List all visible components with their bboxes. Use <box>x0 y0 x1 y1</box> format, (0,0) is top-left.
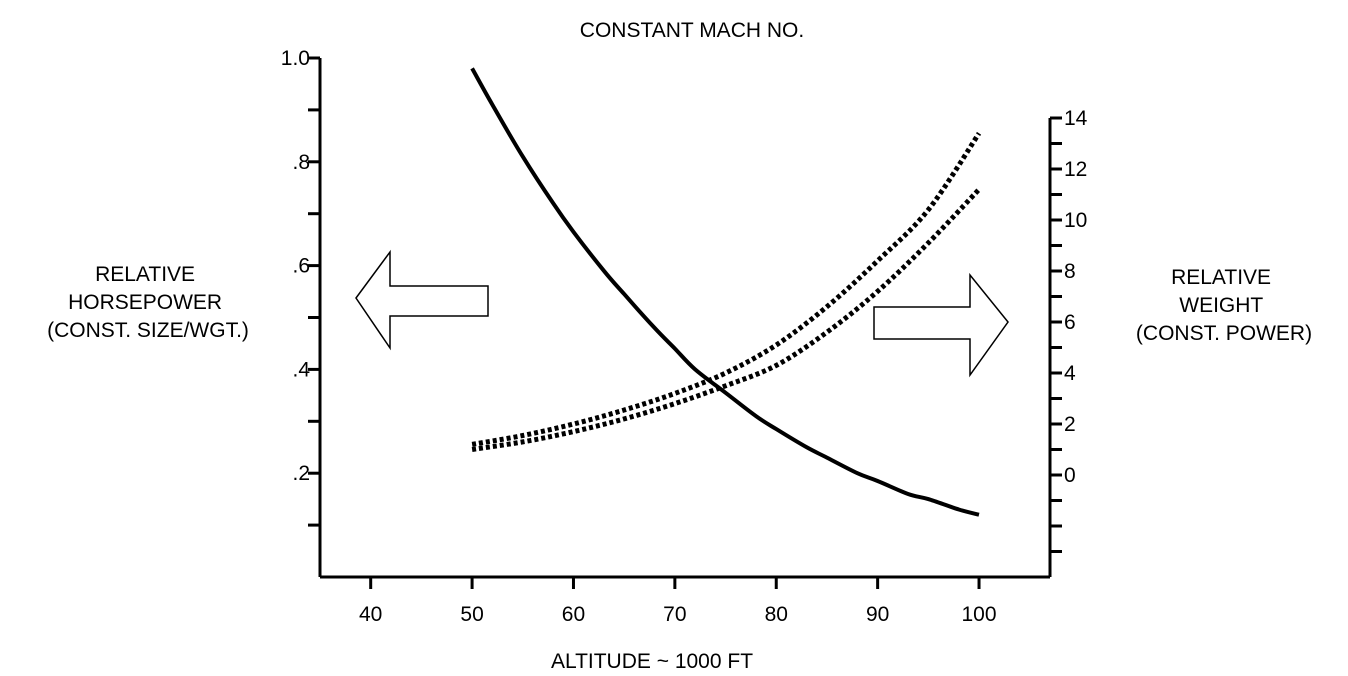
y-right-tick-label: 14 <box>1064 107 1088 130</box>
y-left-tick-label: .2 <box>292 462 310 485</box>
y-right-tick-label: 10 <box>1064 209 1087 232</box>
y-right-tick-label: 4 <box>1064 362 1076 385</box>
y-right-tick-label: 6 <box>1064 311 1076 334</box>
chart-title: CONSTANT MACH NO. <box>580 19 804 42</box>
y-right-tick-label: 8 <box>1064 260 1076 283</box>
x-tick-label: 90 <box>866 603 889 626</box>
y-left-title-line-2: HORSEPOWER <box>68 291 222 314</box>
y-right-tick-label: 0 <box>1064 464 1076 487</box>
x-axis-title: ALTITUDE ~ 1000 FT <box>551 650 753 673</box>
series-layer <box>470 67 982 517</box>
left-arrow-icon <box>355 249 489 351</box>
horsepower-line <box>470 67 980 517</box>
weight-band-line-1 <box>471 131 982 447</box>
x-tick-label: 60 <box>562 603 585 626</box>
y-left-tick-label: 1.0 <box>281 47 310 70</box>
y-left-tick-label: .8 <box>292 151 310 174</box>
weight-band-line-2 <box>471 187 981 452</box>
y-left-ticks: 1.0 .8 .6 .4 .2 <box>281 47 320 527</box>
y-left-title-line-3: (CONST. SIZE/WGT.) <box>47 319 249 342</box>
x-tick-label: 40 <box>359 603 382 626</box>
y-right-title-line-1: RELATIVE <box>1171 266 1271 289</box>
y-right-title-line-2: WEIGHT <box>1179 294 1263 317</box>
y-left-tick-label: .6 <box>292 255 310 278</box>
y-left-axis-title: RELATIVE HORSEPOWER (CONST. SIZE/WGT.) <box>47 263 249 342</box>
y-right-axis-title: RELATIVE WEIGHT (CONST. POWER) <box>1136 266 1312 345</box>
y-right-tick-label: 2 <box>1064 413 1076 436</box>
x-tick-label: 100 <box>962 603 997 626</box>
y-right-ticks: 0 2 4 6 8 10 12 14 <box>1050 107 1088 553</box>
x-tick-label: 50 <box>460 603 483 626</box>
right-arrow-icon <box>873 272 1009 378</box>
x-ticks: 40 50 60 70 80 90 100 <box>359 577 997 626</box>
y-left-title-line-1: RELATIVE <box>95 263 195 286</box>
y-right-title-line-3: (CONST. POWER) <box>1136 322 1312 345</box>
y-right-tick-label: 12 <box>1064 158 1087 181</box>
x-tick-label: 80 <box>765 603 788 626</box>
x-tick-label: 70 <box>663 603 686 626</box>
y-left-tick-label: .4 <box>292 358 310 381</box>
